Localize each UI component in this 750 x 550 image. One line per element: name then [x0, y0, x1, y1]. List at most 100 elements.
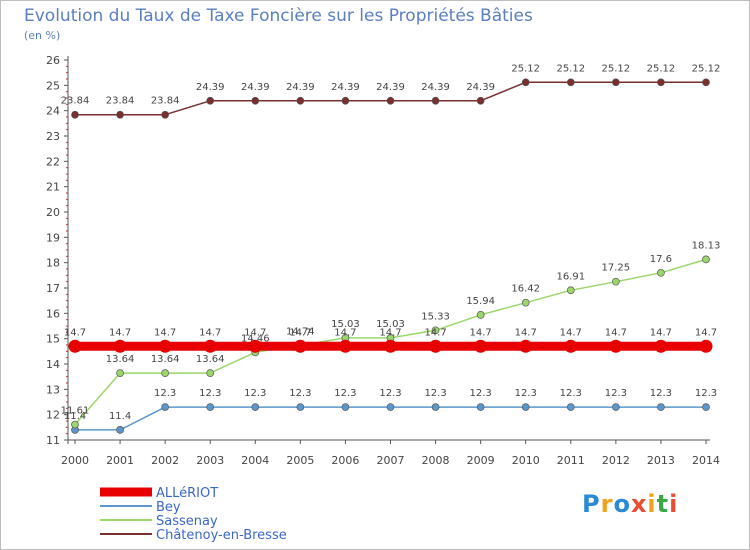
data-label: 23.84 — [106, 96, 135, 107]
x-tick-label: 2007 — [377, 454, 405, 467]
data-label: 25.12 — [511, 63, 540, 74]
unit-label: (en %) — [24, 29, 61, 42]
legend-label: Sassenay — [156, 514, 218, 529]
series-point — [71, 110, 79, 119]
x-tick-label: 2001 — [106, 454, 134, 467]
series-point — [68, 339, 82, 353]
series-point — [699, 339, 713, 353]
data-label: 12.3 — [560, 388, 582, 399]
series-point — [293, 339, 307, 353]
series-point — [657, 268, 665, 277]
y-tick-label: 26 — [46, 54, 60, 67]
data-label: 17.25 — [602, 263, 631, 274]
brand-letter: i — [647, 490, 657, 518]
data-label: 12.3 — [379, 388, 401, 399]
series-point — [702, 78, 710, 87]
data-label: 14.7 — [470, 327, 492, 338]
data-label: 17.6 — [650, 254, 672, 265]
series-layer — [68, 78, 713, 434]
x-tick-label: 2006 — [331, 454, 359, 467]
series-point — [248, 339, 262, 353]
series-point — [116, 426, 124, 434]
series-point — [386, 403, 395, 411]
legend-label: ALLéRIOT — [156, 486, 218, 501]
x-tick-label: 2012 — [602, 454, 630, 467]
series-point — [296, 96, 305, 105]
x-tick-label: 2010 — [512, 454, 540, 467]
y-tick-label: 23 — [46, 130, 60, 143]
series-point — [113, 339, 127, 353]
data-label: 14.7 — [154, 327, 176, 338]
series-point — [476, 403, 485, 411]
data-label: 25.12 — [602, 63, 631, 74]
y-tick-label: 18 — [46, 257, 60, 270]
data-label: 14.7 — [424, 327, 446, 338]
series-point — [161, 403, 169, 411]
data-label: 16.42 — [511, 284, 540, 295]
series-point — [476, 311, 485, 319]
x-tick-label: 2008 — [422, 454, 450, 467]
y-tick-label: 24 — [46, 105, 60, 118]
data-label: 13.64 — [151, 354, 180, 365]
data-label: 12.3 — [424, 388, 446, 399]
axes: 11 12 13 14 15 16 17 18 19 20 21 22 23 24 25 26 2000 2001… — [46, 54, 720, 467]
series-point — [519, 339, 533, 353]
data-label: 14.7 — [560, 327, 582, 338]
series-point — [521, 403, 530, 411]
data-label: 13.64 — [106, 354, 135, 365]
series-point — [521, 78, 530, 87]
series-point — [654, 339, 668, 353]
data-label: 12.3 — [334, 388, 356, 399]
legend-label: Bey — [156, 500, 181, 515]
series-point — [341, 403, 350, 411]
series-point — [612, 78, 620, 87]
data-label: 14.7 — [199, 327, 221, 338]
y-tick-label: 12 — [46, 409, 60, 422]
series-point — [566, 286, 575, 295]
data-label: 12.3 — [154, 388, 176, 399]
series-point — [612, 277, 620, 286]
series-point — [341, 96, 350, 105]
series-point — [431, 403, 440, 411]
series-point — [251, 96, 260, 105]
series-point — [206, 96, 215, 105]
data-label: 16.91 — [556, 271, 585, 282]
series-point — [116, 369, 124, 377]
series-point — [203, 339, 217, 353]
brand-letter: o — [613, 490, 631, 518]
data-label: 14.7 — [109, 327, 131, 338]
data-label: 24.39 — [286, 82, 315, 93]
data-label: 12.3 — [244, 388, 266, 399]
data-label: 14.7 — [334, 327, 356, 338]
data-label: 11.4 — [109, 411, 131, 422]
series-point — [158, 339, 172, 353]
data-label: 14.7 — [379, 327, 401, 338]
data-label: 24.39 — [241, 82, 270, 93]
series-point — [609, 339, 623, 353]
y-tick-label: 15 — [46, 333, 60, 346]
y-tick-label: 16 — [46, 307, 60, 320]
brand-logo: Proxiti — [582, 490, 678, 518]
series-point — [71, 420, 79, 429]
data-label: 14.7 — [605, 327, 627, 338]
series-point — [566, 78, 575, 87]
data-label: 12.3 — [470, 388, 492, 399]
data-labels: 11.4 11.4 12.3 12.3 12.3 12.3 12.3 12.3 12.3 12.3… — [61, 63, 721, 422]
data-label: 24.39 — [376, 82, 405, 93]
x-tick-label: 2009 — [467, 454, 495, 467]
data-label: 13.64 — [196, 354, 225, 365]
series-point — [429, 339, 443, 353]
series-point — [612, 403, 620, 411]
data-label: 12.3 — [605, 388, 627, 399]
data-label: 18.13 — [692, 240, 721, 251]
data-label: 25.12 — [556, 63, 585, 74]
legend-label: Châtenoy-en-Bresse — [156, 528, 287, 543]
data-label: 24.39 — [331, 82, 360, 93]
data-label: 12.3 — [650, 388, 672, 399]
brand-letter: t — [656, 490, 670, 518]
x-tick-label: 2003 — [196, 454, 224, 467]
data-label: 23.84 — [151, 96, 180, 107]
x-tick-label: 2005 — [286, 454, 314, 467]
series-point — [206, 403, 215, 411]
